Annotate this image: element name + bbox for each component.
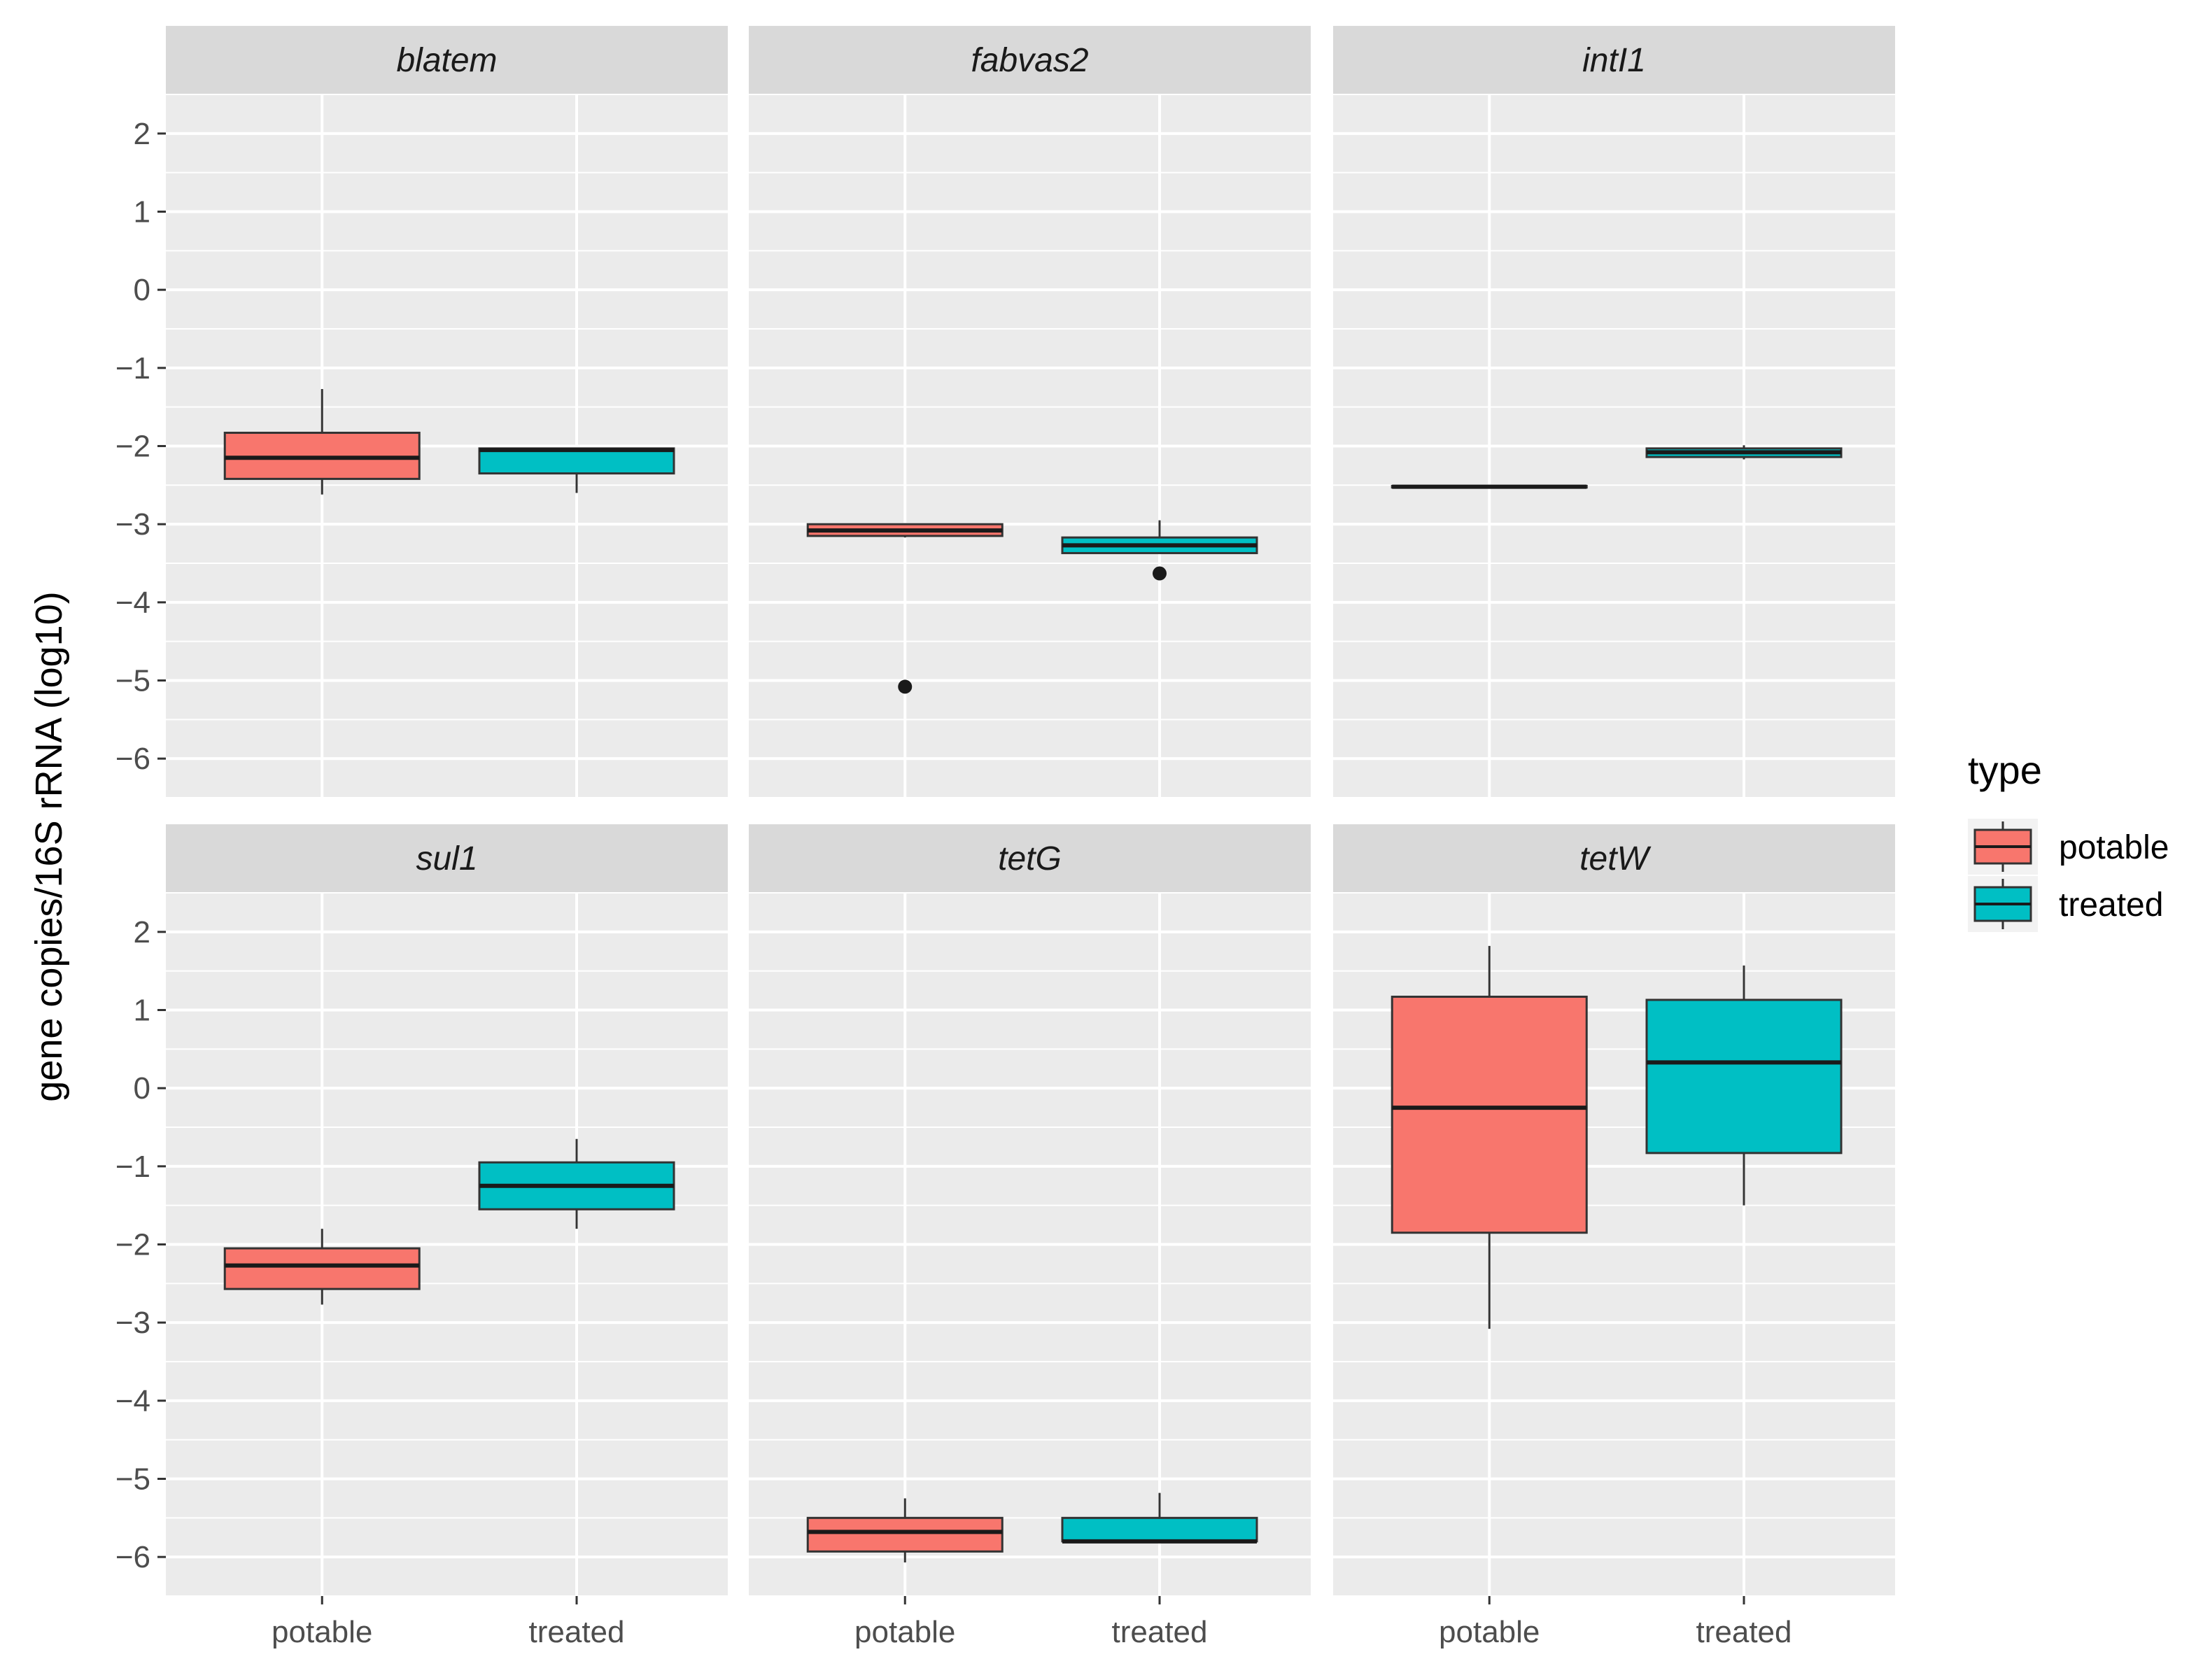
box-body <box>478 447 675 475</box>
facet-strip <box>1333 824 1895 893</box>
box-potable <box>806 523 1004 694</box>
legend-item-potable: potable <box>1968 819 2169 875</box>
box-treated <box>1645 445 1843 460</box>
x-tick-label: treated <box>529 1615 625 1649</box>
legend: type potable treated <box>1968 748 2169 932</box>
y-tick-label: −3 <box>115 507 150 542</box>
legend-title: type <box>1968 748 2042 792</box>
y-axis-title: gene copies/16S rRNA (log10) <box>28 591 70 1101</box>
facet-strip <box>166 824 728 893</box>
box-body <box>223 1247 421 1290</box>
y-tick-label: −5 <box>115 1462 150 1497</box>
facet-panel: fabvas2 <box>749 26 1311 798</box>
outlier-point <box>1152 566 1167 581</box>
legend-label: treated <box>2059 887 2163 924</box>
x-tick-label: treated <box>1696 1615 1792 1649</box>
y-tick-label: −6 <box>115 742 150 776</box>
box-body <box>806 1516 1004 1553</box>
y-tick-label: −1 <box>115 351 150 386</box>
box-body <box>1061 1516 1258 1543</box>
box-potable <box>1391 484 1588 489</box>
box-treated <box>1061 1492 1258 1544</box>
facet-strip-label: tetG <box>998 840 1062 877</box>
x-tick-label: treated <box>1112 1615 1208 1649</box>
facet-strip-label: blatem <box>396 42 497 79</box>
box-body <box>1391 996 1588 1234</box>
facet-panel: blatem 2 1 0 −1 −2 −3 −4 −5 −6 <box>115 26 728 798</box>
y-tick-label: −4 <box>115 1384 150 1418</box>
facet-strip <box>749 26 1311 94</box>
facet-strip-label: tetW <box>1579 840 1652 877</box>
facet-strip <box>1333 26 1895 94</box>
facet-strip <box>749 824 1311 893</box>
y-tick-label: 1 <box>134 994 150 1028</box>
y-tick-label: −4 <box>115 586 150 620</box>
box-treated <box>478 1138 675 1229</box>
box-potable <box>1391 945 1588 1329</box>
y-tick-label: 0 <box>134 273 150 307</box>
y-tick-label: −1 <box>115 1150 150 1184</box>
facet-strip <box>166 26 728 94</box>
box-potable <box>223 1229 421 1305</box>
outlier-point <box>898 679 913 694</box>
y-tick-label: −3 <box>115 1306 150 1340</box>
y-tick-label: 2 <box>134 915 150 950</box>
legend-item-treated: treated <box>1968 876 2163 932</box>
x-tick-label: potable <box>1439 1615 1540 1649</box>
box-potable <box>806 1498 1004 1562</box>
facet-strip-label: intI1 <box>1582 42 1646 79</box>
facet-panel: sul1 2 1 0 −1 −2 −3 −4 −5 −6 potable treated <box>115 824 728 1649</box>
x-tick-label: potable <box>272 1615 372 1649</box>
legend-label: potable <box>2059 829 2169 866</box>
y-tick-label: −6 <box>115 1540 150 1574</box>
box-body <box>1645 998 1843 1155</box>
facet-strip-label: fabvas2 <box>971 42 1088 79</box>
facet-panel: tetW potable treated <box>1333 824 1895 1649</box>
facet-panels: blatem 2 1 0 −1 −2 −3 −4 −5 −6 fabvas2 intI1 sul1 2 1 0… <box>115 26 1895 1649</box>
box-treated <box>1061 520 1258 581</box>
box-potable <box>223 388 421 495</box>
y-tick-label: −2 <box>115 430 150 464</box>
y-tick-label: 2 <box>134 117 150 151</box>
facet-panel: tetG potable treated <box>749 824 1311 1649</box>
facet-panel: intI1 <box>1333 26 1895 798</box>
box-treated <box>478 447 675 493</box>
y-tick-label: 0 <box>134 1071 150 1106</box>
y-tick-label: 1 <box>134 195 150 230</box>
box-treated <box>1645 965 1843 1206</box>
y-tick-label: −2 <box>115 1228 150 1262</box>
x-tick-label: potable <box>854 1615 955 1649</box>
y-tick-label: −5 <box>115 664 150 698</box>
facet-strip-label: sul1 <box>416 840 477 877</box>
